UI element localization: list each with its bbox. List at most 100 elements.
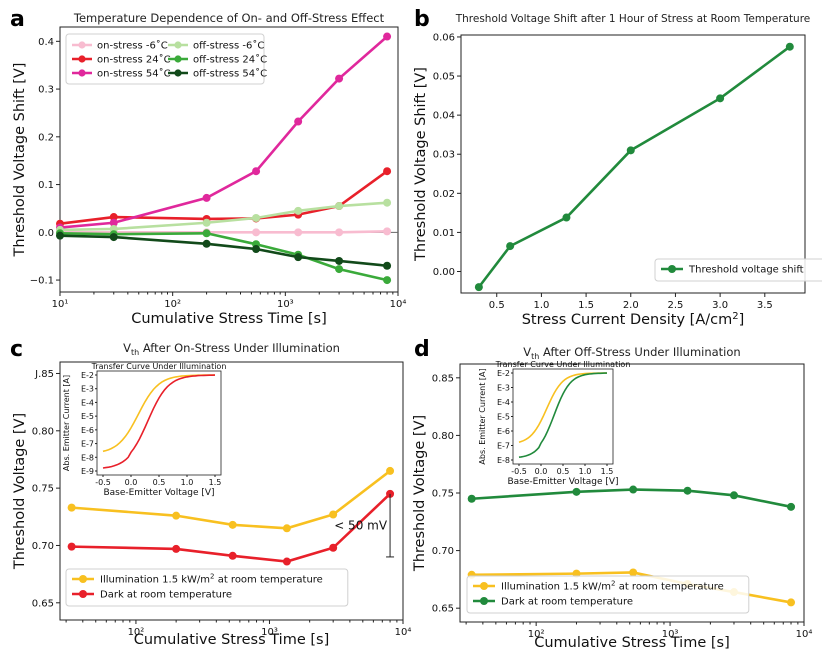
data-point [172, 544, 181, 553]
y-tick-label: J.85 [34, 369, 54, 380]
x-tick-label: 0.5 [489, 300, 505, 311]
inset-y-tick-label: E-4 [81, 398, 94, 407]
y-tick-label: 0.75 [432, 489, 454, 500]
legend-entry: Illumination 1.5 kW/m2 at room temperatu… [501, 580, 724, 593]
data-point [572, 487, 581, 496]
data-point [787, 598, 796, 607]
data-point [629, 485, 638, 494]
data-point [67, 542, 76, 551]
legend: on-stress -6˚C on-stress 24˚C on-stress 54… [65, 33, 267, 85]
y-tick-label: 0.02 [433, 189, 455, 200]
series-3 [56, 198, 392, 234]
inset-y-tick-label: E-6 [497, 427, 510, 436]
data-point [335, 228, 344, 237]
panel-label: d [414, 337, 430, 362]
data-point [228, 520, 237, 529]
series-1 [67, 489, 395, 566]
legend-marker [78, 69, 86, 77]
x-tick-label: 2.5 [667, 300, 683, 311]
legend: Threshold voltage shift [654, 258, 822, 282]
data-point [383, 261, 392, 270]
y-tick-label: 0.80 [432, 431, 454, 442]
inset-curve [102, 374, 216, 469]
inset-curve [518, 372, 607, 458]
y-tick-label: 0.01 [433, 228, 455, 239]
series-line [59, 170, 388, 226]
data-point [56, 231, 64, 240]
data-point [383, 276, 392, 285]
inset-x-tick-label: -0.5 [95, 478, 111, 487]
data-point [335, 256, 344, 265]
y-tick-label: 0.05 [433, 72, 455, 83]
x-tick-label: 10² [528, 629, 545, 640]
legend-marker [79, 590, 87, 598]
x-tick-label: 10³ [261, 627, 278, 638]
series-0 [67, 466, 395, 533]
data-point [202, 239, 211, 248]
y-axis-label: Threshold Voltage [V] [412, 415, 428, 572]
panel-d: d Vth After Off-Stress Under Illumination… [412, 337, 812, 651]
inset-title: Transfer Curve Under Illumination [91, 362, 227, 371]
data-point [294, 253, 303, 262]
inset-y-tick-label: E-5 [497, 413, 510, 422]
series-line [59, 231, 388, 282]
data-point [383, 198, 392, 207]
data-point [787, 502, 796, 511]
x-tick-label: 1.0 [533, 300, 549, 311]
inset-y-tick-label: E-5 [81, 412, 94, 421]
inset-x-tick-label: 0.5 [153, 478, 166, 487]
legend-marker [174, 55, 182, 63]
data-point [228, 551, 237, 560]
panel-label: a [10, 7, 25, 32]
plot-frame [59, 361, 404, 621]
legend: Illumination 1.5 kW/m2 at room temperatu… [466, 575, 750, 614]
inset-x-tick-label: 0.5 [557, 467, 570, 476]
x-axis-label: Cumulative Stress Time [s] [131, 311, 327, 327]
inset-frame [512, 368, 614, 465]
inset-y-tick-label: E-4 [497, 398, 510, 407]
data-point [252, 167, 261, 176]
panel-a: a Temperature Dependence of On- and Off-S… [10, 7, 406, 327]
legend-box [654, 258, 822, 282]
panel-label: c [10, 337, 23, 362]
inset-x-tick-label: 1.5 [209, 478, 222, 487]
y-tick-label: 0.80 [32, 426, 54, 437]
legend-marker [174, 69, 182, 77]
y-tick-label: 0.85 [432, 373, 454, 384]
data-point [335, 74, 344, 83]
chart-title: Vth After On-Stress Under Illumination [123, 341, 340, 357]
panel-c: c Vth After On-Stress Under Illumination 1… [10, 337, 411, 648]
data-point [383, 227, 392, 236]
data-point [335, 202, 344, 211]
data-point [383, 167, 392, 176]
x-tick-label: 10³ [277, 299, 294, 310]
y-tick-label: 0.65 [432, 604, 454, 615]
data-point [716, 94, 725, 103]
data-point [626, 146, 635, 155]
x-axis-label: Stress Current Density [A/cm2] [522, 311, 745, 328]
y-tick-label: 0.1 [38, 180, 54, 191]
inset-y-label: Abs. Emitter Current [A] [478, 368, 487, 464]
data-point [172, 511, 181, 520]
x-tick-label: 10⁴ [395, 627, 412, 638]
inset-x-label: Base-Emitter Voltage [V] [103, 488, 214, 498]
legend-entry: Illumination 1.5 kW/m2 at room temperatu… [100, 573, 323, 586]
data-point [252, 245, 261, 254]
legend-entry: on-stress 54˚C [97, 68, 171, 80]
x-tick-label: 10³ [662, 629, 679, 640]
inset-y-tick-label: E-2 [497, 369, 510, 378]
inset-y-tick-label: E-7 [81, 440, 94, 449]
data-point [729, 491, 738, 500]
series-line [71, 469, 391, 530]
legend-box [65, 33, 265, 85]
x-tick-label: 10⁴ [796, 629, 813, 640]
series-1 [467, 485, 796, 511]
y-tick-label: 0.70 [432, 546, 454, 557]
y-tick-label: −0.1 [30, 276, 54, 287]
inset-x-tick-label: -0.5 [511, 467, 527, 476]
data-point [202, 229, 211, 238]
x-axis-label: Cumulative Stress Time [s] [134, 632, 330, 648]
data-point [109, 233, 118, 242]
